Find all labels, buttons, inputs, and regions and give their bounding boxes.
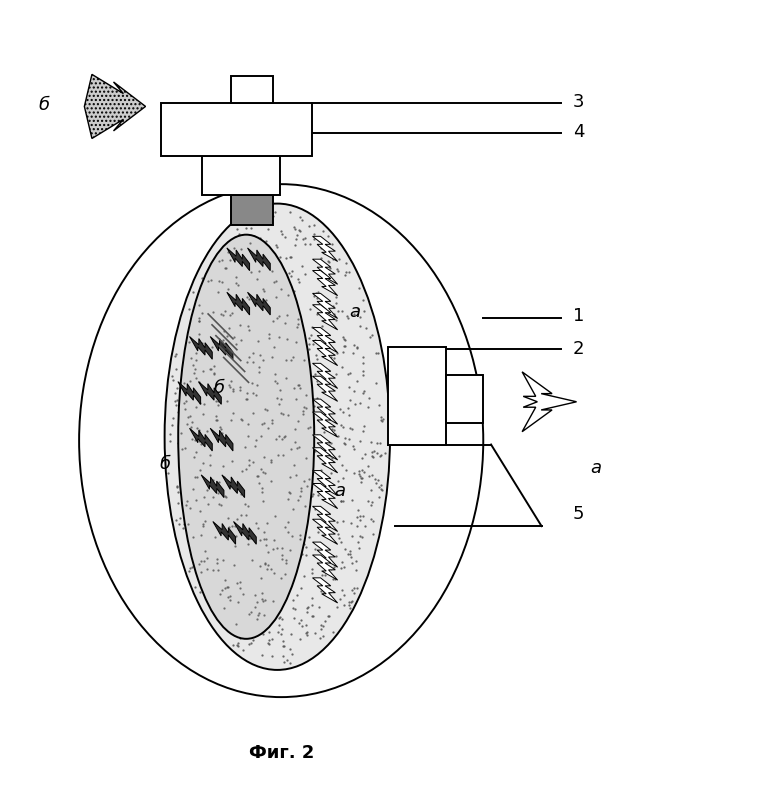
- Polygon shape: [210, 336, 233, 359]
- Polygon shape: [313, 470, 338, 496]
- Polygon shape: [201, 475, 224, 497]
- Text: б: б: [159, 455, 170, 473]
- Polygon shape: [190, 336, 212, 359]
- Polygon shape: [227, 292, 250, 315]
- Polygon shape: [247, 248, 270, 270]
- Text: а: а: [334, 482, 345, 500]
- Bar: [161, 103, 312, 156]
- Bar: [388, 348, 446, 444]
- Polygon shape: [313, 507, 338, 531]
- Polygon shape: [313, 328, 338, 353]
- Bar: [231, 195, 274, 225]
- Polygon shape: [313, 578, 338, 603]
- Polygon shape: [178, 381, 200, 404]
- Ellipse shape: [165, 203, 390, 670]
- Polygon shape: [313, 293, 338, 318]
- Polygon shape: [190, 428, 212, 451]
- Polygon shape: [313, 519, 338, 545]
- Bar: [231, 76, 274, 103]
- Polygon shape: [522, 372, 576, 432]
- Polygon shape: [313, 340, 338, 366]
- Polygon shape: [199, 381, 222, 404]
- Polygon shape: [313, 484, 338, 508]
- Text: а: а: [349, 303, 360, 322]
- Polygon shape: [313, 555, 338, 580]
- Text: 4: 4: [573, 123, 584, 141]
- Polygon shape: [222, 475, 245, 497]
- Polygon shape: [84, 74, 146, 139]
- Text: а: а: [590, 459, 601, 477]
- Polygon shape: [213, 522, 236, 545]
- Polygon shape: [313, 435, 338, 460]
- Polygon shape: [313, 542, 338, 567]
- Text: 1: 1: [573, 307, 584, 325]
- Polygon shape: [313, 236, 338, 262]
- Text: 2: 2: [573, 340, 584, 358]
- Bar: [202, 156, 280, 195]
- Polygon shape: [233, 522, 257, 545]
- Text: Фиг. 2: Фиг. 2: [249, 744, 314, 762]
- Polygon shape: [313, 270, 338, 296]
- Bar: [446, 374, 484, 422]
- Polygon shape: [313, 363, 338, 388]
- Text: 5: 5: [573, 505, 584, 523]
- Polygon shape: [313, 376, 338, 401]
- Polygon shape: [313, 399, 338, 424]
- Polygon shape: [313, 448, 338, 473]
- Polygon shape: [247, 292, 270, 315]
- Polygon shape: [210, 428, 233, 451]
- Polygon shape: [313, 305, 338, 330]
- Polygon shape: [313, 412, 338, 437]
- Ellipse shape: [178, 235, 314, 639]
- Text: 3: 3: [573, 93, 584, 111]
- Polygon shape: [313, 259, 338, 284]
- Text: б: б: [214, 379, 225, 397]
- Text: б: б: [38, 96, 50, 114]
- Polygon shape: [227, 248, 250, 270]
